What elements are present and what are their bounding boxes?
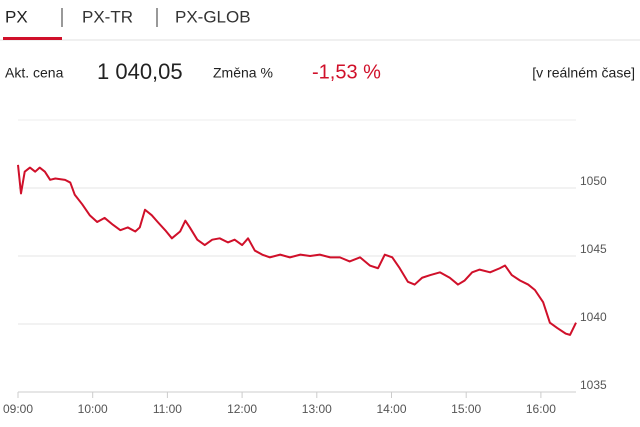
x-tick-label: 12:00 (227, 402, 257, 416)
x-tick-label: 11:00 (153, 402, 182, 416)
x-tick-label: 13:00 (302, 402, 332, 416)
x-tick-label: 14:00 (376, 402, 406, 416)
y-tick-label: 1050 (580, 174, 607, 188)
y-tick-label: 1035 (580, 378, 607, 392)
active-tab-indicator (3, 37, 62, 40)
price-line (17, 164, 577, 336)
mode: [v reálném čase] (532, 65, 635, 81)
tab[interactable]: PX-GLOB (175, 7, 251, 26)
change: -1,53 % (312, 61, 381, 83)
tab[interactable]: PX-TR (82, 7, 133, 26)
x-tick-label: 16:00 (526, 402, 556, 416)
x-tick-label: 09:00 (3, 402, 33, 416)
x-tick-label: 15:00 (451, 402, 481, 416)
price: 1 040,05 (97, 59, 183, 84)
y-tick-label: 1045 (580, 242, 607, 256)
change-label: Změna % (213, 65, 273, 81)
tab[interactable]: PX (5, 7, 28, 26)
x-tick-label: 10:00 (78, 402, 108, 416)
y-tick-label: 1040 (580, 310, 607, 324)
price-label: Akt. cena (5, 65, 64, 81)
